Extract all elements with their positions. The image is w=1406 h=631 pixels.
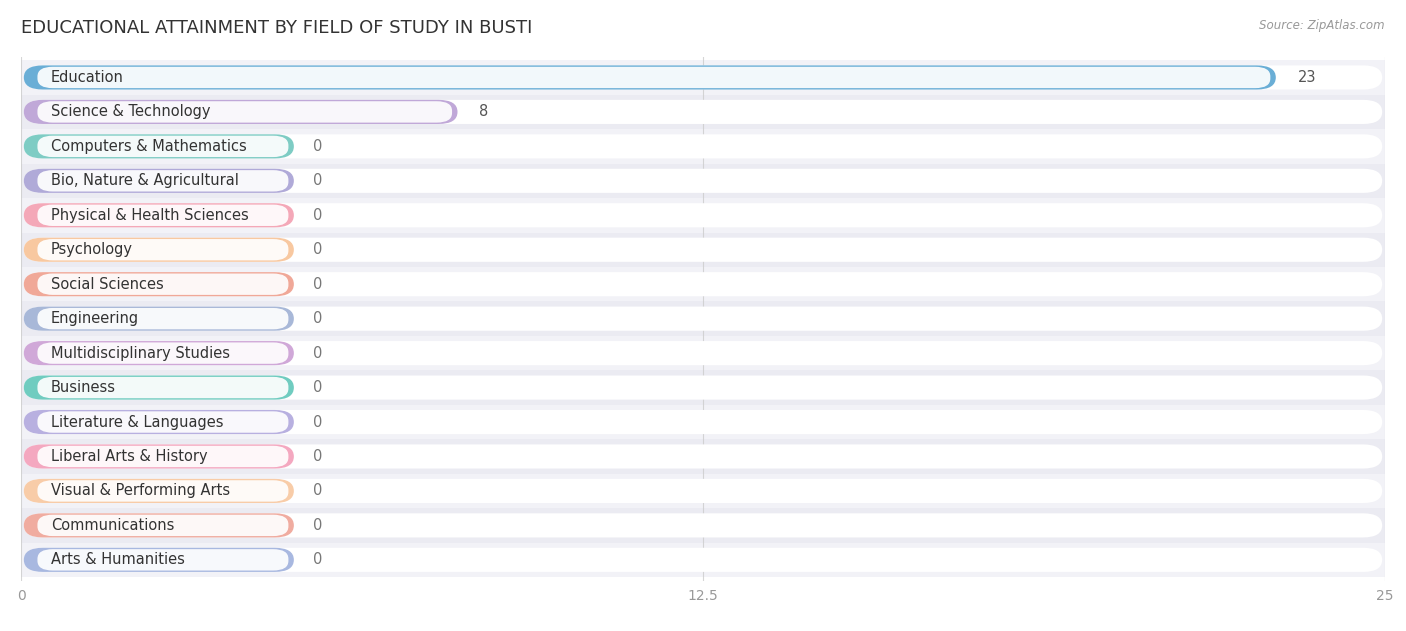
Bar xyxy=(21,439,1385,474)
FancyBboxPatch shape xyxy=(24,307,294,331)
FancyBboxPatch shape xyxy=(38,204,288,226)
Text: 0: 0 xyxy=(314,277,322,292)
Text: Literature & Languages: Literature & Languages xyxy=(51,415,224,430)
FancyBboxPatch shape xyxy=(24,134,1382,158)
Text: Communications: Communications xyxy=(51,518,174,533)
FancyBboxPatch shape xyxy=(38,308,288,329)
Bar xyxy=(21,302,1385,336)
FancyBboxPatch shape xyxy=(24,548,294,572)
Text: 0: 0 xyxy=(314,174,322,188)
FancyBboxPatch shape xyxy=(38,101,453,122)
Bar xyxy=(21,163,1385,198)
FancyBboxPatch shape xyxy=(24,375,294,399)
FancyBboxPatch shape xyxy=(24,238,1382,262)
Bar xyxy=(21,232,1385,267)
FancyBboxPatch shape xyxy=(24,272,1382,297)
FancyBboxPatch shape xyxy=(38,136,288,157)
FancyBboxPatch shape xyxy=(24,66,1382,90)
FancyBboxPatch shape xyxy=(24,168,294,193)
FancyBboxPatch shape xyxy=(38,67,1271,88)
Bar xyxy=(21,198,1385,232)
Text: 0: 0 xyxy=(314,346,322,360)
FancyBboxPatch shape xyxy=(38,170,288,192)
Text: Arts & Humanities: Arts & Humanities xyxy=(51,552,186,567)
FancyBboxPatch shape xyxy=(24,514,294,538)
Bar xyxy=(21,474,1385,508)
Text: 23: 23 xyxy=(1298,70,1316,85)
FancyBboxPatch shape xyxy=(38,273,288,295)
Text: Business: Business xyxy=(51,380,117,395)
Text: 0: 0 xyxy=(314,483,322,498)
FancyBboxPatch shape xyxy=(38,515,288,536)
FancyBboxPatch shape xyxy=(38,549,288,570)
Text: Visual & Performing Arts: Visual & Performing Arts xyxy=(51,483,231,498)
FancyBboxPatch shape xyxy=(24,341,294,365)
FancyBboxPatch shape xyxy=(24,203,294,227)
FancyBboxPatch shape xyxy=(24,168,1382,193)
FancyBboxPatch shape xyxy=(24,444,1382,469)
Text: 8: 8 xyxy=(479,104,488,119)
FancyBboxPatch shape xyxy=(24,479,1382,503)
FancyBboxPatch shape xyxy=(24,272,294,297)
Bar xyxy=(21,267,1385,302)
Text: 0: 0 xyxy=(314,518,322,533)
FancyBboxPatch shape xyxy=(24,410,294,434)
FancyBboxPatch shape xyxy=(24,479,294,503)
FancyBboxPatch shape xyxy=(38,239,288,261)
FancyBboxPatch shape xyxy=(24,307,1382,331)
Text: 0: 0 xyxy=(314,415,322,430)
Text: EDUCATIONAL ATTAINMENT BY FIELD OF STUDY IN BUSTI: EDUCATIONAL ATTAINMENT BY FIELD OF STUDY… xyxy=(21,19,533,37)
Bar xyxy=(21,543,1385,577)
FancyBboxPatch shape xyxy=(24,444,294,469)
FancyBboxPatch shape xyxy=(24,410,1382,434)
FancyBboxPatch shape xyxy=(24,66,1275,90)
FancyBboxPatch shape xyxy=(24,375,1382,399)
Text: 0: 0 xyxy=(314,242,322,257)
FancyBboxPatch shape xyxy=(24,203,1382,227)
FancyBboxPatch shape xyxy=(24,100,457,124)
Text: 0: 0 xyxy=(314,380,322,395)
FancyBboxPatch shape xyxy=(38,377,288,398)
Text: Physical & Health Sciences: Physical & Health Sciences xyxy=(51,208,249,223)
FancyBboxPatch shape xyxy=(24,238,294,262)
Text: 0: 0 xyxy=(314,139,322,154)
FancyBboxPatch shape xyxy=(24,341,1382,365)
Bar xyxy=(21,336,1385,370)
Text: Psychology: Psychology xyxy=(51,242,134,257)
FancyBboxPatch shape xyxy=(38,445,288,467)
Text: Engineering: Engineering xyxy=(51,311,139,326)
Bar xyxy=(21,129,1385,163)
FancyBboxPatch shape xyxy=(24,100,1382,124)
Text: 0: 0 xyxy=(314,449,322,464)
Text: Science & Technology: Science & Technology xyxy=(51,104,211,119)
Text: Liberal Arts & History: Liberal Arts & History xyxy=(51,449,208,464)
Bar xyxy=(21,508,1385,543)
Text: 0: 0 xyxy=(314,208,322,223)
Text: 0: 0 xyxy=(314,311,322,326)
Text: Bio, Nature & Agricultural: Bio, Nature & Agricultural xyxy=(51,174,239,188)
Bar xyxy=(21,95,1385,129)
FancyBboxPatch shape xyxy=(24,548,1382,572)
Bar xyxy=(21,405,1385,439)
Text: Source: ZipAtlas.com: Source: ZipAtlas.com xyxy=(1260,19,1385,32)
Text: 0: 0 xyxy=(314,552,322,567)
FancyBboxPatch shape xyxy=(24,514,1382,538)
FancyBboxPatch shape xyxy=(38,480,288,502)
Bar xyxy=(21,370,1385,405)
FancyBboxPatch shape xyxy=(24,134,294,158)
FancyBboxPatch shape xyxy=(38,343,288,364)
Text: Computers & Mathematics: Computers & Mathematics xyxy=(51,139,247,154)
Text: Education: Education xyxy=(51,70,124,85)
FancyBboxPatch shape xyxy=(38,411,288,433)
Text: Social Sciences: Social Sciences xyxy=(51,277,165,292)
Bar xyxy=(21,60,1385,95)
Text: Multidisciplinary Studies: Multidisciplinary Studies xyxy=(51,346,231,360)
